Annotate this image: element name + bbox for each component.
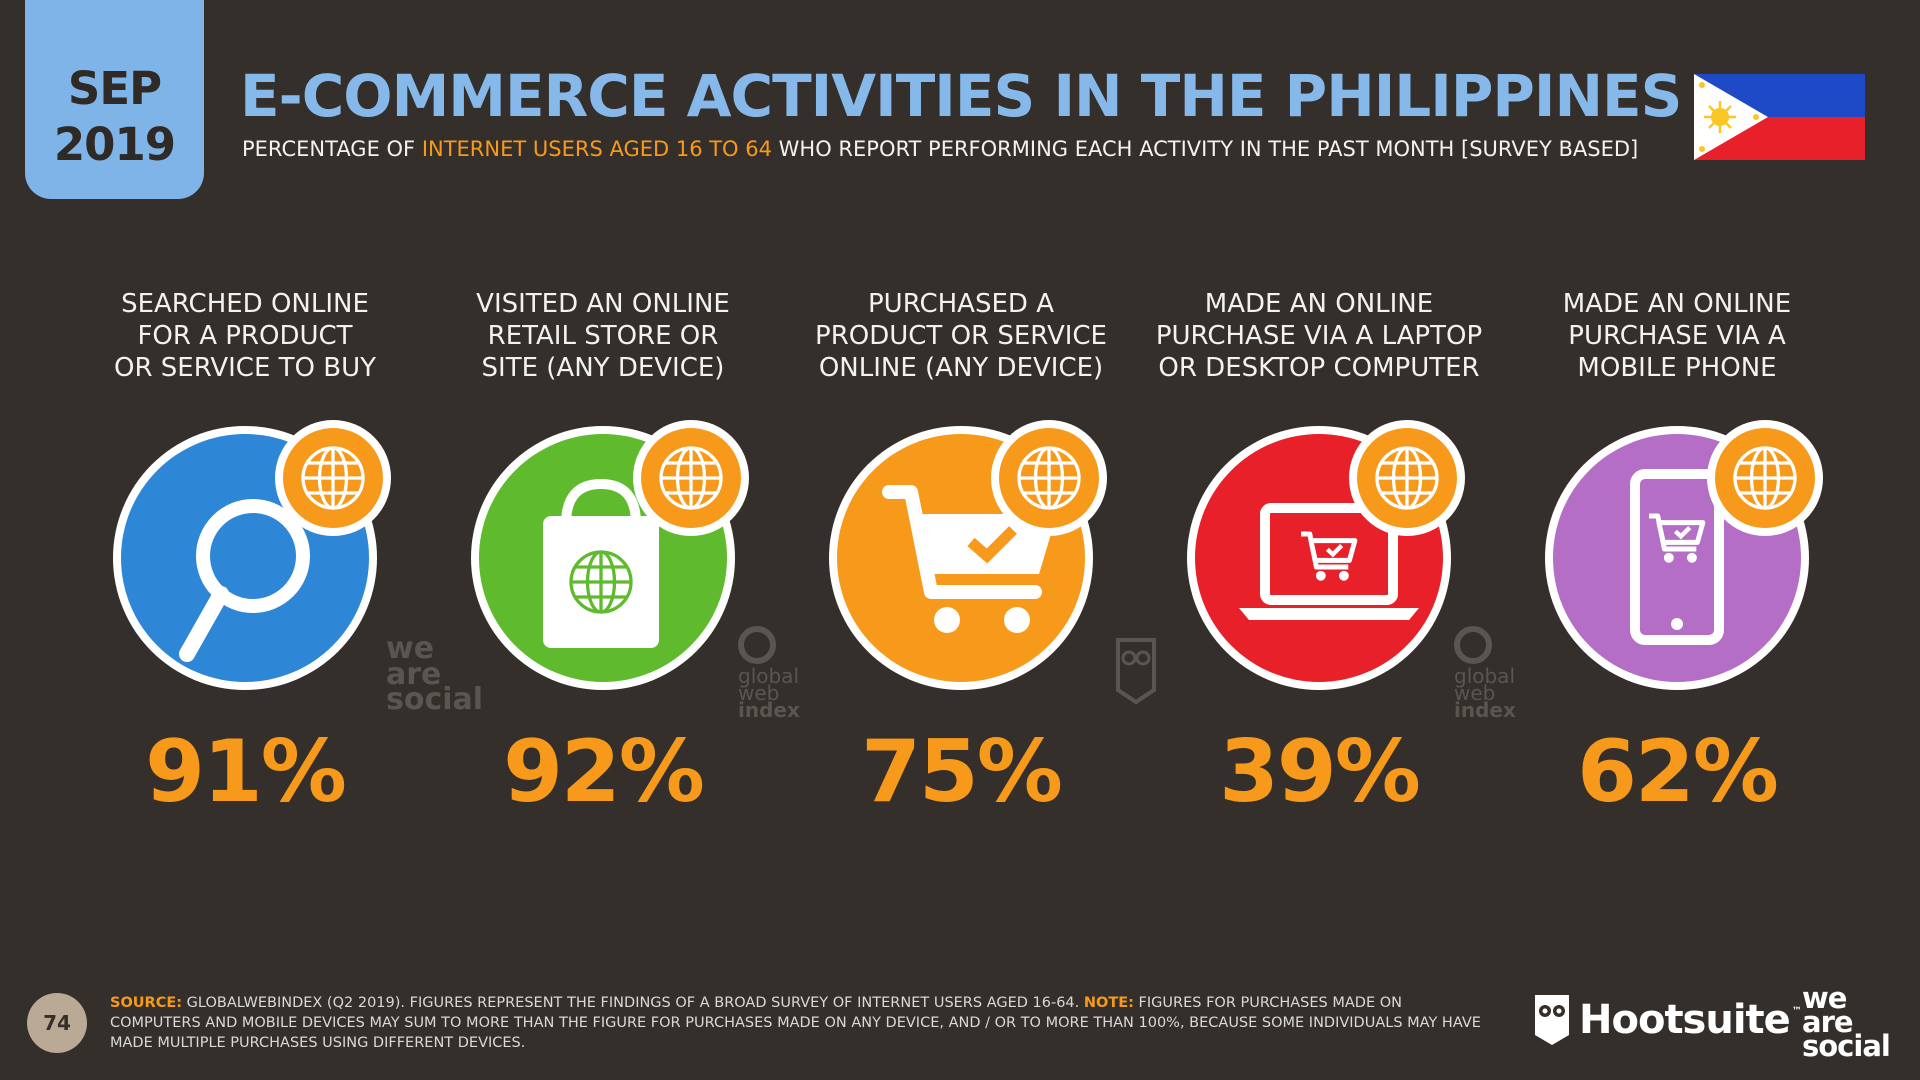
globe-icon <box>633 420 749 536</box>
gwi-watermark: global web index <box>1454 626 1516 722</box>
category-circle <box>65 412 425 702</box>
gwi-logo-icon <box>738 626 776 664</box>
category-label: MADE AN ONLINE PURCHASE VIA A MOBILE PHO… <box>1562 289 1792 383</box>
logo-line: are <box>1802 1005 1854 1039</box>
watermark-line: social <box>386 682 484 717</box>
watermark-line: index <box>1454 698 1516 722</box>
globe-icon <box>1349 420 1465 536</box>
date-year: 2019 <box>53 118 176 171</box>
we-are-social-logo: we are social <box>1802 981 1891 1063</box>
page-title: E-COMMERCE ACTIVITIES IN THE PHILIPPINES <box>240 62 1682 130</box>
page-number: 74 <box>27 993 87 1053</box>
globe-icon <box>1707 420 1823 536</box>
globe-icon <box>275 420 391 536</box>
value-label: 92% <box>503 722 705 822</box>
watermark-line: global <box>738 664 799 688</box>
page-subtitle: PERCENTAGE OF INTERNET USERS AGED 16 TO … <box>242 137 1638 161</box>
date-badge: SEP 2019 <box>25 0 204 199</box>
value-label: 75% <box>861 722 1063 822</box>
globe-icon <box>991 420 1107 536</box>
laptop-cart-icon <box>1239 503 1419 620</box>
logo-line: we <box>1802 981 1847 1015</box>
gwi-logo-icon <box>1454 626 1492 664</box>
watermark-line: web <box>738 681 780 705</box>
watermark-line: web <box>1454 681 1496 705</box>
value-label: 91% <box>145 722 347 822</box>
category-label: SEARCHED ONLINE FOR A PRODUCT OR SERVICE… <box>113 289 377 383</box>
footnote: SOURCE: GLOBALWEBINDEX (Q2 2019). FIGURE… <box>110 993 1490 1053</box>
note-key: NOTE: <box>1083 995 1134 1011</box>
gwi-watermark: global web index <box>738 626 800 722</box>
category-label: MADE AN ONLINE PURCHASE VIA A LAPTOP OR … <box>1155 289 1483 383</box>
date-month: SEP <box>67 62 162 115</box>
watermark-line: global <box>1454 664 1515 688</box>
philippines-flag-icon <box>1694 74 1865 160</box>
we-are-social-watermark: we are social <box>386 631 484 717</box>
source-key: SOURCE: <box>110 995 183 1011</box>
watermark-line: we <box>386 631 435 666</box>
subtitle-highlight: INTERNET USERS AGED 16 TO 64 <box>421 137 772 161</box>
hootsuite-owl-icon <box>1535 995 1569 1045</box>
category-circle <box>781 412 1141 702</box>
hootsuite-owl-watermark-icon <box>1116 638 1156 704</box>
value-label: 62% <box>1577 722 1779 822</box>
magnifier-icon <box>179 499 310 662</box>
value-label: 39% <box>1219 722 1421 822</box>
shopping-bag-icon <box>543 478 659 648</box>
hootsuite-logo: Hootsuite ™ <box>1533 992 1802 1048</box>
logo-line: social <box>1802 1029 1891 1063</box>
category-label: PURCHASED A PRODUCT OR SERVICE ONLINE (A… <box>815 289 1107 383</box>
category-circle <box>423 412 783 702</box>
category-label: VISITED AN ONLINE RETAIL STORE OR SITE (… <box>476 289 730 383</box>
mobile-phone-cart-icon <box>1630 469 1724 645</box>
source-text: GLOBALWEBINDEX (Q2 2019). FIGURES REPRES… <box>182 995 1084 1011</box>
category-circle <box>1139 412 1499 702</box>
category-circle <box>1497 412 1857 702</box>
subtitle-post: WHO REPORT PERFORMING EACH ACTIVITY IN T… <box>771 137 1639 161</box>
watermark-line: are <box>386 656 442 692</box>
subtitle-pre: PERCENTAGE OF <box>242 137 422 161</box>
note-text: FIGURES FOR PURCHASES MADE ON COMPUTERS … <box>110 995 1481 1051</box>
hootsuite-wordmark: Hootsuite <box>1579 997 1791 1043</box>
hootsuite-tm: ™ <box>1791 1006 1802 1017</box>
watermark-line: index <box>738 698 800 722</box>
